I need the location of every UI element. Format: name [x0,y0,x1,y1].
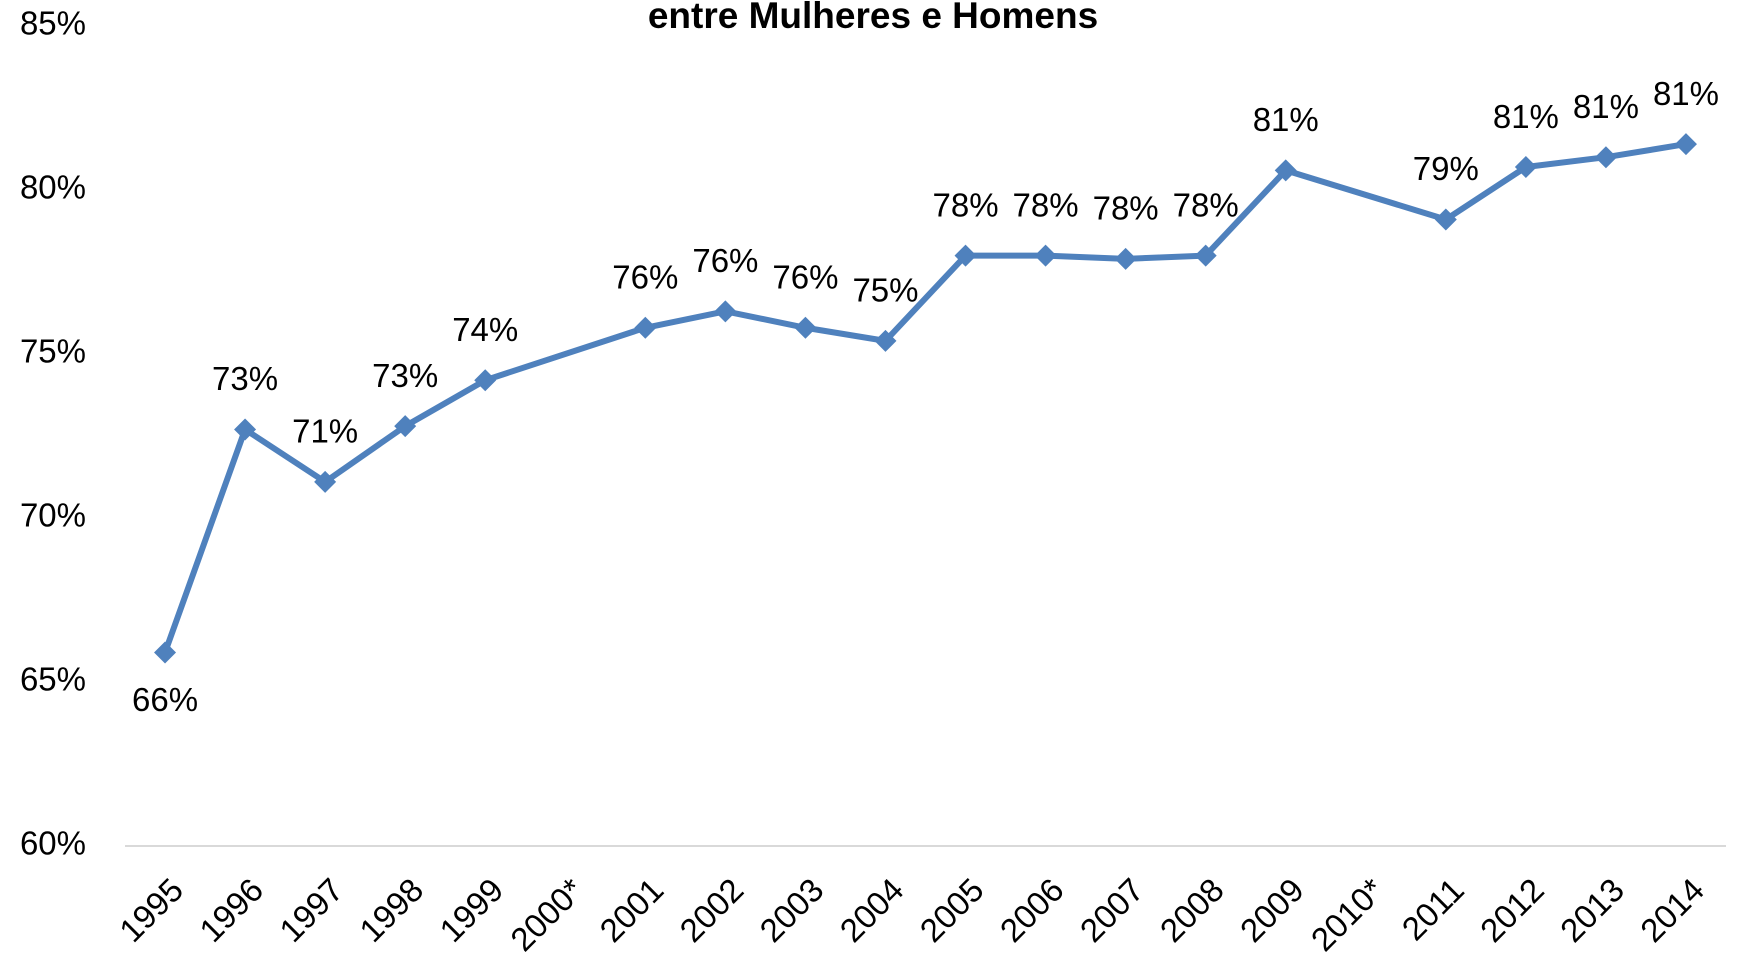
data-label: 76% [612,258,678,295]
marker [1194,244,1217,267]
x-tick-label: 2008 [1153,871,1231,949]
x-tick-label: 1998 [352,871,430,949]
marker [234,418,257,441]
y-tick-label: 60% [20,825,86,862]
y-tick-label: 65% [20,661,86,698]
data-label: 78% [1173,186,1239,223]
gap-connector [482,324,649,384]
x-tick-label: 1999 [432,871,510,949]
data-label: 73% [372,357,438,394]
marker [1274,159,1297,182]
marker [474,369,497,392]
line [1444,141,1687,223]
data-label: 73% [212,360,278,397]
y-tick-label: 85% [20,5,86,42]
x-tick-label: 2005 [913,871,991,949]
data-label: 76% [772,258,838,295]
data-label: 66% [132,681,198,718]
x-tick-label: 2006 [993,871,1071,949]
y-tick-label: 75% [20,333,86,370]
data-label: 71% [292,413,358,450]
x-tick-label: 1996 [192,871,270,949]
x-tick-label: 2003 [752,871,830,949]
x-tick-label: 2004 [833,871,911,949]
x-tick-label: 2002 [672,871,750,949]
x-tick-label: 1995 [112,871,190,949]
data-label: 74% [452,311,518,348]
x-tick-label: 2012 [1473,871,1551,949]
x-tick-label: 1997 [272,871,350,949]
marker [314,470,337,493]
data-label: 81% [1573,88,1639,125]
marker [954,244,977,267]
x-tick-label: 2013 [1553,871,1631,949]
marker [1434,208,1457,231]
x-tick-label: 2009 [1233,871,1311,949]
marker [394,415,417,438]
data-label: 78% [932,186,998,223]
marker [1034,244,1057,267]
data-label: 75% [852,272,918,309]
x-tick-label: 2000* [503,871,590,958]
chart-title: entre Mulheres e Homens [648,0,1098,36]
data-label: 81% [1493,98,1559,135]
marker [1514,156,1537,179]
marker [1674,133,1697,156]
gap-connector [1282,167,1449,223]
data-label: 79% [1413,150,1479,187]
marker [714,300,737,323]
data-label: 76% [692,242,758,279]
marker [634,316,657,339]
marker [794,316,817,339]
marker [874,329,897,352]
marker [1594,146,1617,169]
x-tick-label: 2001 [592,871,670,949]
marker [1114,247,1137,270]
x-tick-label: 2011 [1395,871,1471,947]
y-tick-label: 70% [20,497,86,534]
data-label: 78% [1013,186,1079,223]
data-label: 78% [1093,190,1159,227]
y-tick-label: 80% [20,169,86,206]
data-label: 81% [1653,75,1719,112]
x-tick-label: 2010* [1304,871,1391,958]
data-label: 81% [1253,101,1319,138]
marker [154,641,177,664]
x-tick-label: 2007 [1073,871,1151,949]
x-tick-label: 2014 [1633,871,1711,949]
